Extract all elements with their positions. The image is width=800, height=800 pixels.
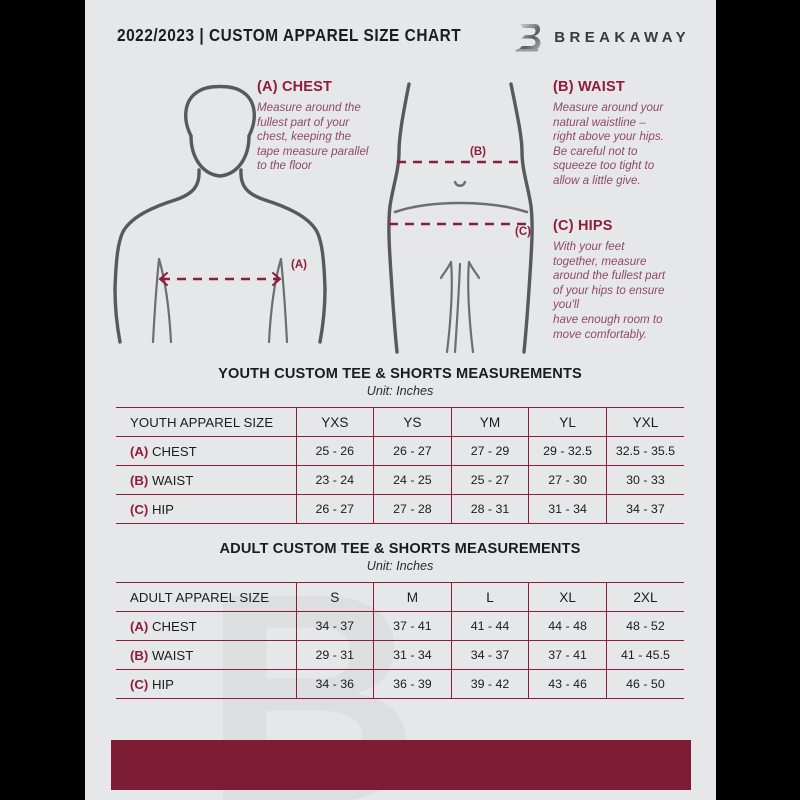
callout-hips: (C) HIPS With your feet together, measur…	[553, 218, 705, 342]
abdomen-curve	[393, 201, 529, 214]
youth-cell-waist-ys: 24 - 25	[373, 465, 452, 495]
youth-cell-hip-yxl: 34 - 37	[605, 494, 684, 524]
callout-waist-title: (B) WAIST	[553, 79, 625, 95]
adult-section: ADULT CUSTOM TEE & SHORTS MEASUREMENTS U…	[116, 541, 684, 699]
youth-row-label-waist: (B) WAIST	[116, 465, 296, 495]
adult-size-table: ADULT APPAREL SIZE S M L XL 2XL (A) CHEST 34 - …	[116, 582, 684, 699]
upper-body-figure	[113, 84, 327, 344]
youth-section-title: YOUTH CUSTOM TEE & SHORTS MEASUREMENTS	[218, 366, 582, 382]
youth-unit-label: Unit: Inches	[366, 384, 434, 398]
chest-marker-label: (A)	[291, 259, 307, 271]
brand-lockup: BREAKAWAY	[515, 22, 690, 52]
adult-cell-waist-xl: 37 - 41	[528, 640, 607, 670]
callout-waist: (B) WAIST Measure around your natural wa…	[553, 79, 705, 189]
adult-size-header-s: S	[295, 582, 374, 612]
table-row: (B) WAIST 29 - 31 31 - 34 34 - 37 37 - 41 41 …	[116, 640, 684, 670]
adult-unit-label: Unit: Inches	[366, 559, 434, 573]
adult-row-label-hip: (C) HIP	[116, 669, 296, 699]
measure-tag: (A)	[130, 443, 149, 459]
adult-size-header-l: L	[450, 582, 529, 612]
hips-marker-label: (C)	[515, 226, 531, 238]
adult-cell-hip-s: 34 - 36	[295, 669, 374, 699]
adult-section-title: ADULT CUSTOM TEE & SHORTS MEASUREMENTS	[219, 541, 581, 557]
adult-cell-waist-s: 29 - 31	[295, 640, 374, 670]
youth-cell-hip-ys: 27 - 28	[373, 494, 452, 524]
callout-waist-body: Measure around your natural waistline – …	[553, 101, 664, 187]
adult-size-header-xl: XL	[528, 582, 607, 612]
youth-size-header-ym: YM	[450, 407, 529, 437]
adult-cell-chest-2xl: 48 - 52	[605, 611, 684, 641]
adult-cell-chest-xl: 44 - 48	[528, 611, 607, 641]
table-row: (B) WAIST 23 - 24 24 - 25 25 - 27 27 - 30 30 …	[116, 465, 684, 495]
youth-cell-hip-ym: 28 - 31	[450, 494, 529, 524]
youth-cell-waist-yxs: 23 - 24	[295, 465, 374, 495]
youth-cell-chest-yxs: 25 - 26	[295, 436, 374, 466]
navel-detail	[453, 180, 467, 187]
callout-hips-title: (C) HIPS	[553, 218, 613, 234]
youth-apparel-size-header: YOUTH APPAREL SIZE	[116, 407, 296, 437]
youth-cell-waist-yxl: 30 - 33	[605, 465, 684, 495]
adult-apparel-size-header: ADULT APPAREL SIZE	[116, 582, 296, 612]
youth-size-table: YOUTH APPAREL SIZE YXS YS YM YL YXL (A) CHEST 2…	[116, 407, 684, 524]
waist-marker-label: (B)	[470, 146, 486, 158]
callout-chest-body: Measure around the fullest part of your …	[257, 101, 369, 173]
lower-body-figure	[387, 82, 534, 354]
youth-cell-chest-yl: 29 - 32.5	[528, 436, 607, 466]
youth-cell-hip-yl: 31 - 34	[528, 494, 607, 524]
measure-tag: (C)	[130, 676, 149, 692]
table-row: (A) CHEST 25 - 26 26 - 27 27 - 29 29 - 32.5 3…	[116, 436, 684, 466]
adult-cell-chest-s: 34 - 37	[295, 611, 374, 641]
youth-cell-chest-ys: 26 - 27	[373, 436, 452, 466]
adult-cell-hip-l: 39 - 42	[450, 669, 529, 699]
youth-size-header-yxs: YXS	[295, 407, 374, 437]
adult-size-header-m: M	[373, 582, 452, 612]
youth-cell-chest-ym: 27 - 29	[450, 436, 529, 466]
youth-size-header-ys: YS	[373, 407, 452, 437]
adult-row-label-chest: (A) CHEST	[116, 611, 296, 641]
measure-tag: (B)	[130, 472, 149, 488]
measurement-illustrations: (A) (B) (C) (A) CHEST Measure around the…	[85, 68, 716, 358]
brand-name: BREAKAWAY	[554, 28, 690, 46]
callout-hips-body: With your feet together, measure around …	[553, 240, 666, 341]
measure-tag: (A)	[130, 618, 149, 634]
measure-tag: (B)	[130, 647, 149, 663]
table-row: (A) CHEST 34 - 37 37 - 41 41 - 44 44 - 48 48 …	[116, 611, 684, 641]
youth-row-label-chest: (A) CHEST	[116, 436, 296, 466]
youth-cell-waist-yl: 27 - 30	[528, 465, 607, 495]
footer-bar	[111, 740, 691, 790]
size-chart-page: B 2022/2023 | CUSTOM APPAREL SIZE CHART	[85, 0, 716, 800]
adult-cell-waist-l: 34 - 37	[450, 640, 529, 670]
page-header: 2022/2023 | CUSTOM APPAREL SIZE CHART	[85, 0, 716, 68]
youth-size-header-yxl: YXL	[605, 407, 684, 437]
adult-cell-chest-m: 37 - 41	[373, 611, 452, 641]
adult-cell-hip-xl: 43 - 46	[528, 669, 607, 699]
callout-chest: (A) CHEST Measure around the fullest par…	[257, 79, 409, 174]
adult-cell-waist-m: 31 - 34	[373, 640, 452, 670]
measure-tag: (C)	[130, 501, 149, 517]
youth-section: YOUTH CUSTOM TEE & SHORTS MEASUREMENTS U…	[116, 366, 684, 524]
youth-cell-hip-yxs: 26 - 27	[295, 494, 374, 524]
youth-row-label-hip: (C) HIP	[116, 494, 296, 524]
adult-header-row: ADULT APPAREL SIZE S M L XL 2XL	[116, 582, 684, 612]
breakaway-b-logo-icon	[515, 24, 541, 52]
youth-cell-waist-ym: 25 - 27	[450, 465, 529, 495]
youth-header-row: YOUTH APPAREL SIZE YXS YS YM YL YXL	[116, 407, 684, 437]
page-title: 2022/2023 | CUSTOM APPAREL SIZE CHART	[117, 25, 462, 45]
adult-cell-hip-m: 36 - 39	[373, 669, 452, 699]
adult-cell-hip-2xl: 46 - 50	[605, 669, 684, 699]
table-row: (C) HIP 34 - 36 36 - 39 39 - 42 43 - 46 46 - …	[116, 669, 684, 699]
adult-row-label-waist: (B) WAIST	[116, 640, 296, 670]
table-row: (C) HIP 26 - 27 27 - 28 28 - 31 31 - 34 34 - …	[116, 494, 684, 524]
callout-chest-title: (A) CHEST	[257, 79, 333, 95]
adult-cell-waist-2xl: 41 - 45.5	[605, 640, 684, 670]
youth-size-header-yl: YL	[528, 407, 607, 437]
youth-cell-chest-yxl: 32.5 - 35.5	[605, 436, 684, 466]
adult-size-header-2xl: 2XL	[605, 582, 684, 612]
adult-cell-chest-l: 41 - 44	[450, 611, 529, 641]
